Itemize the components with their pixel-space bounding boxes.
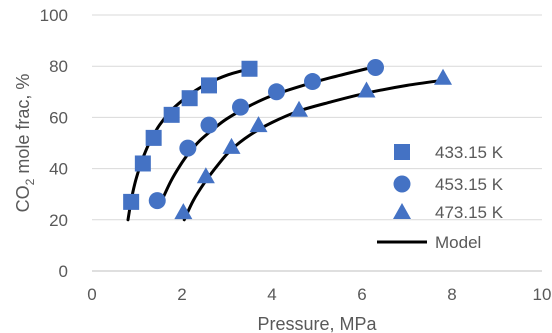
data-point-triangle xyxy=(434,68,452,85)
data-point-square xyxy=(145,129,162,146)
y-tick-label: 60 xyxy=(49,108,68,127)
y-axis-label: CO2 mole frac, % xyxy=(13,74,37,213)
data-point-circle xyxy=(179,139,197,157)
y-tick-label: 20 xyxy=(49,211,68,230)
y-axis-label-subscript: 2 xyxy=(23,178,37,185)
y-tick-label: 100 xyxy=(40,6,68,25)
data-point-triangle xyxy=(174,203,193,220)
data-point-circle xyxy=(304,73,321,91)
x-tick-label: 8 xyxy=(447,285,456,304)
data-point-square xyxy=(134,155,151,172)
y-axis-label-prefix: CO xyxy=(13,185,33,212)
y-axis-label-suffix: mole frac, % xyxy=(13,74,33,179)
data-point-triangle xyxy=(196,167,215,184)
data-point-square xyxy=(181,90,198,107)
tick-labels: 0 20 40 60 80 100 0 2 4 6 8 10 xyxy=(40,6,552,304)
data-point-circle xyxy=(200,116,218,134)
data-point-square xyxy=(123,193,140,210)
y-tick-label: 40 xyxy=(49,160,68,179)
data-points xyxy=(123,58,452,220)
data-point-square xyxy=(163,106,180,123)
data-point-triangle xyxy=(222,137,241,154)
x-tick-label: 6 xyxy=(357,285,366,304)
legend-label: 473.15 K xyxy=(435,203,504,222)
data-point-circle xyxy=(148,192,166,210)
legend-marker-circle xyxy=(393,175,411,193)
data-point-circle xyxy=(232,98,249,116)
model-curve-2 xyxy=(160,67,368,203)
legend-marker-triangle xyxy=(393,203,411,219)
data-point-triangle xyxy=(290,100,308,117)
data-point-circle xyxy=(268,83,285,101)
data-point-square xyxy=(241,60,258,77)
x-tick-label: 2 xyxy=(177,285,186,304)
data-point-triangle xyxy=(249,116,268,133)
data-point-triangle xyxy=(357,81,376,98)
y-tick-label: 80 xyxy=(49,57,68,76)
data-point-circle xyxy=(367,58,384,76)
y-tick-label: 0 xyxy=(59,262,68,281)
data-point-square xyxy=(201,77,217,94)
legend-label: 453.15 K xyxy=(435,175,504,194)
x-axis-label: Pressure, MPa xyxy=(257,314,377,333)
legend-label: Model xyxy=(435,233,481,252)
x-tick-label: 10 xyxy=(533,285,552,304)
legend: 433.15 K 453.15 K 473.15 K Model xyxy=(377,143,504,252)
legend-label: 433.15 K xyxy=(435,143,504,162)
legend-marker-square xyxy=(394,144,410,160)
x-tick-label: 0 xyxy=(87,285,96,304)
x-tick-label: 4 xyxy=(267,285,276,304)
